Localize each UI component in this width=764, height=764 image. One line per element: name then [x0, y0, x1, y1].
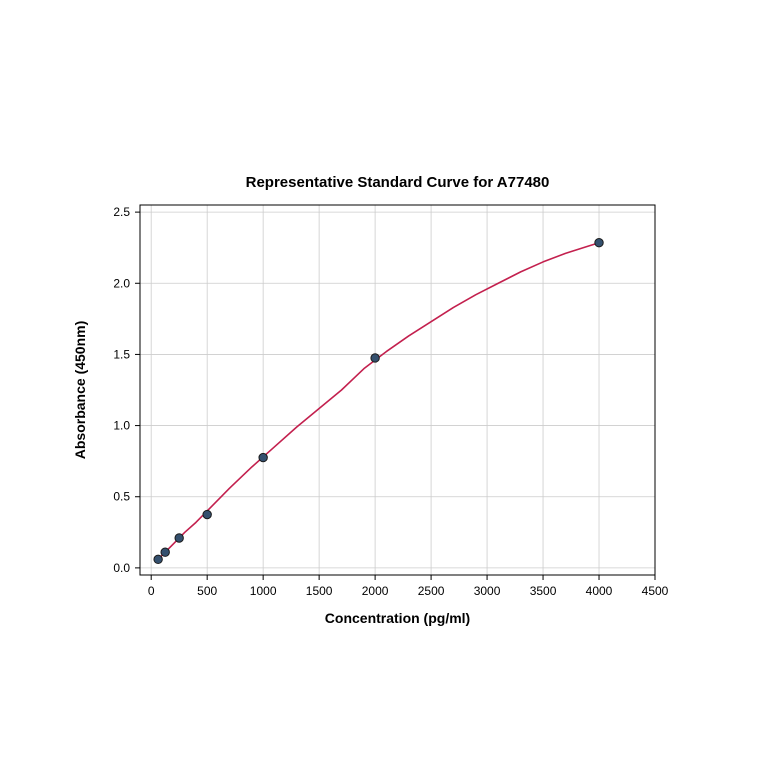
y-tick-label: 1.0 [113, 419, 130, 433]
y-axis-label: Absorbance (450nm) [72, 321, 88, 459]
x-tick-label: 2500 [418, 584, 445, 598]
data-point [371, 354, 379, 362]
data-point [175, 534, 183, 542]
x-tick-label: 3500 [530, 584, 557, 598]
y-tick-label: 1.5 [113, 347, 130, 361]
data-point [259, 453, 267, 461]
x-tick-label: 1000 [250, 584, 277, 598]
x-axis-label: Concentration (pg/ml) [325, 610, 470, 626]
data-point [154, 555, 162, 563]
x-tick-label: 1500 [306, 584, 333, 598]
data-point [203, 510, 211, 518]
data-point [595, 239, 603, 247]
x-tick-label: 0 [148, 584, 155, 598]
x-tick-label: 2000 [362, 584, 389, 598]
standard-curve-chart: 0 500 1000 1500 2000 2500 3000 3500 4000 4500 0.0 0… [0, 0, 764, 764]
y-tick-label: 0.0 [113, 561, 130, 575]
x-tick-label: 500 [197, 584, 217, 598]
y-tick-label: 2.5 [113, 205, 130, 219]
data-point [161, 548, 169, 556]
x-tick-label: 3000 [474, 584, 501, 598]
x-tick-label: 4000 [586, 584, 613, 598]
y-tick-label: 0.5 [113, 490, 130, 504]
y-tick-label: 2.0 [113, 276, 130, 290]
x-tick-label: 4500 [642, 584, 669, 598]
chart-container: 0 500 1000 1500 2000 2500 3000 3500 4000 4500 0.0 0… [0, 0, 764, 764]
chart-title: Representative Standard Curve for A77480 [246, 174, 550, 191]
